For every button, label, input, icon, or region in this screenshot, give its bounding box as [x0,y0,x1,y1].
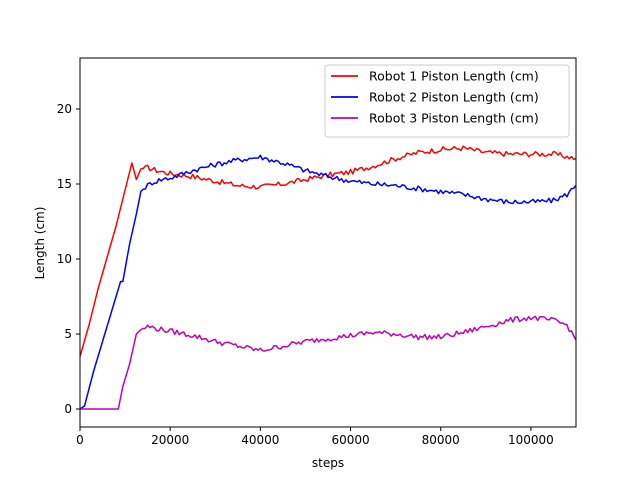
y-tick-label: 0 [64,402,72,416]
y-axis-ticks: 0 5 10 15 20 [57,102,80,416]
plot-frame [79,57,577,428]
legend: Robot 1 Piston Length (cm) Robot 2 Piston… [324,64,570,138]
y-tick-label: 20 [57,102,72,116]
legend-entry: Robot 1 Piston Length (cm) [369,69,539,84]
legend-box [324,64,570,138]
plot-area [79,57,577,428]
x-tick-label: 100000 [508,433,554,447]
legend-entry: Robot 2 Piston Length (cm) [369,90,539,105]
x-axis-ticks: 0 20000 40000 60000 80000 100000 [76,427,554,447]
y-tick-label: 15 [57,177,72,191]
x-tick-label: 80000 [422,433,460,447]
x-tick-label: 0 [76,433,84,447]
x-tick-label: 60000 [331,433,369,447]
legend-entry: Robot 3 Piston Length (cm) [369,111,539,126]
x-tick-label: 40000 [241,433,279,447]
x-axis-label: steps [312,456,344,470]
x-tick-label: 20000 [151,433,189,447]
y-tick-label: 10 [57,252,72,266]
series-line-3 [80,315,577,410]
series-line-2 [79,154,577,410]
y-tick-label: 5 [64,327,72,341]
y-axis-label: Length (cm) [33,207,47,280]
